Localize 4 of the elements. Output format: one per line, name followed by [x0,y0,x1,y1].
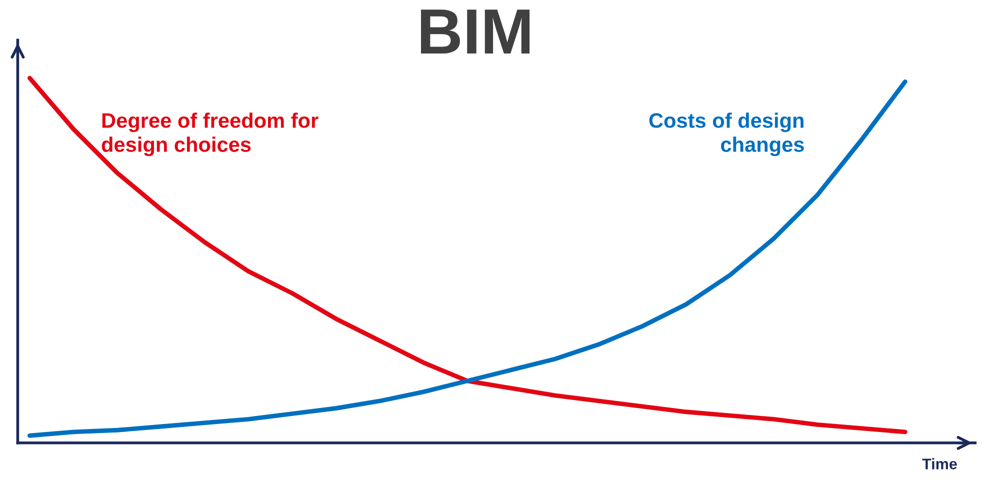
chart-title: BIM [420,10,530,54]
series-label: Degree of freedom for design choices [102,112,318,156]
series-label: Costs of design changes [649,112,804,156]
x-axis-title: Time [922,458,957,470]
